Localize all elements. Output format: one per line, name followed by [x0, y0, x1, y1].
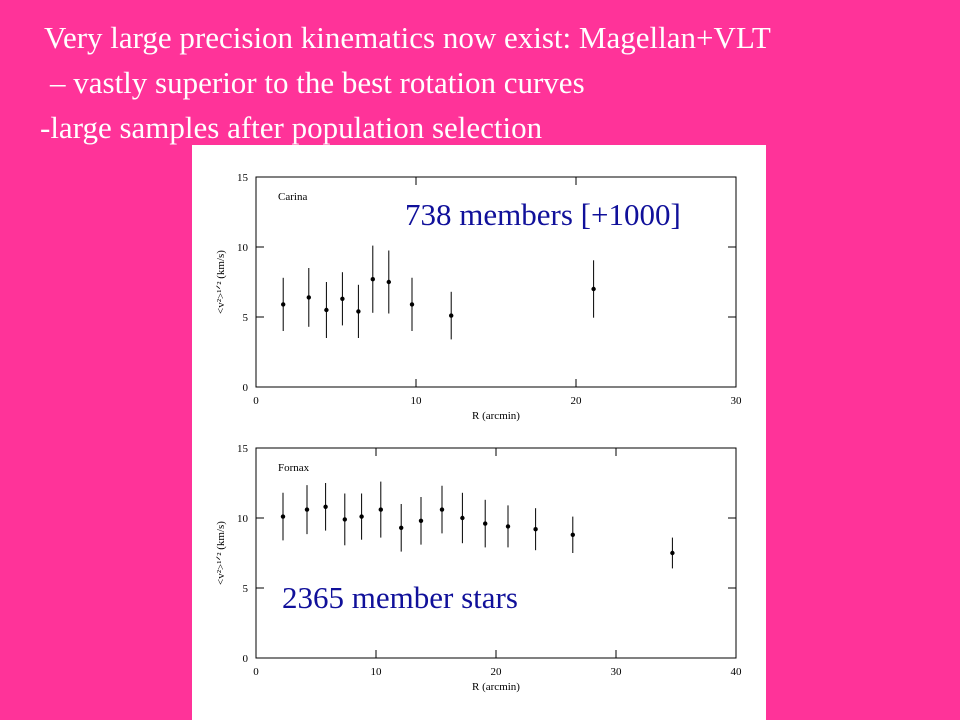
point — [533, 527, 538, 532]
slide-line: -large samples after population selectio… — [40, 110, 543, 145]
point — [323, 504, 328, 509]
annotation: 738 members [+1000] — [405, 197, 681, 232]
x-tick-label: 30 — [611, 666, 623, 678]
panel-label: Fornax — [278, 462, 310, 474]
y-tick-label: 15 — [237, 443, 249, 455]
y-tick-label: 0 — [243, 382, 249, 394]
x-tick-label: 40 — [731, 666, 743, 678]
point — [460, 515, 465, 521]
point — [505, 524, 511, 529]
y-axis-label: <v²>¹ᐟ² (km/s) — [215, 521, 227, 585]
point — [570, 532, 575, 537]
x-tick-label: 20 — [491, 666, 503, 678]
y-tick-label: 0 — [243, 653, 249, 665]
point — [439, 507, 445, 512]
slide-line: – vastly superior to the best rotation c… — [49, 65, 585, 100]
panel-label: Carina — [278, 191, 307, 203]
point — [399, 525, 404, 530]
x-axis-label: R (arcmin) — [472, 681, 520, 693]
x-tick-label: 20 — [571, 395, 583, 407]
x-tick-label: 10 — [411, 395, 423, 407]
y-tick-label: 10 — [237, 513, 249, 525]
point — [418, 518, 424, 523]
y-axis-label: <v²>¹ᐟ² (km/s) — [215, 250, 227, 314]
point — [356, 309, 361, 314]
point — [359, 514, 364, 519]
point — [304, 507, 310, 512]
point — [280, 514, 286, 519]
annotation: 2365 member stars — [282, 580, 518, 615]
point — [591, 286, 596, 292]
x-tick-label: 30 — [731, 395, 743, 407]
y-tick-label: 10 — [237, 242, 249, 254]
point — [340, 296, 345, 301]
slide-line: Very large precision kinematics now exis… — [44, 20, 771, 55]
point — [483, 521, 488, 526]
y-tick-label: 15 — [237, 172, 249, 184]
point — [386, 279, 391, 285]
point — [449, 313, 454, 318]
y-tick-label: 5 — [243, 583, 249, 595]
x-tick-label: 0 — [253, 395, 259, 407]
point — [370, 277, 375, 282]
point — [342, 517, 347, 522]
point — [281, 302, 286, 307]
x-tick-label: 0 — [253, 666, 259, 678]
plot-frame — [255, 176, 737, 388]
point — [324, 307, 329, 313]
figure-panel — [192, 145, 766, 720]
point — [378, 507, 383, 512]
x-axis-label: R (arcmin) — [472, 410, 520, 422]
point — [409, 302, 415, 307]
y-tick-label: 5 — [243, 312, 249, 324]
point — [306, 295, 311, 300]
x-tick-label: 10 — [371, 666, 383, 678]
point — [670, 550, 675, 556]
